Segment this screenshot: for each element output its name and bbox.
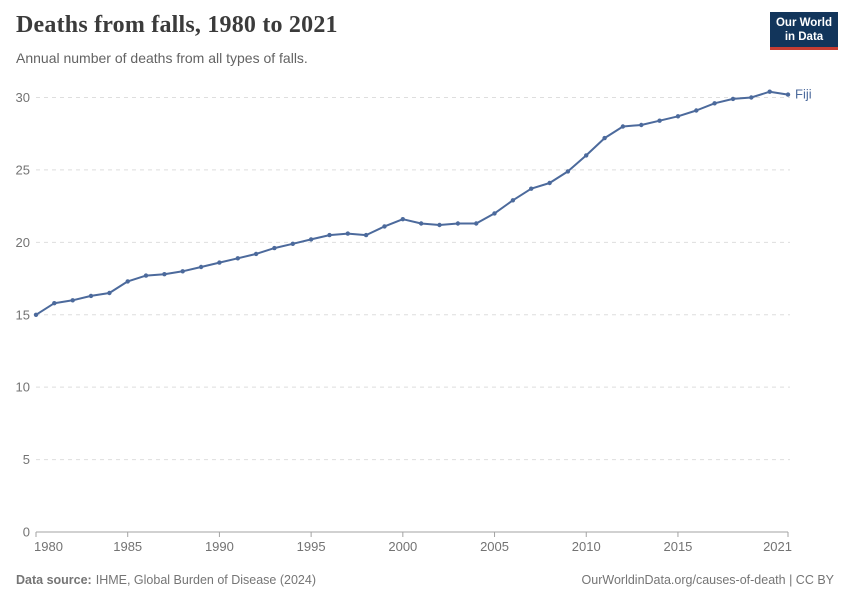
data-point: [180, 269, 185, 274]
x-tick-label: 2010: [572, 539, 601, 554]
data-point: [730, 96, 736, 102]
series-points-fiji: [33, 89, 791, 317]
data-point: [785, 92, 791, 97]
y-tick-label: 30: [16, 90, 30, 105]
data-point: [620, 124, 626, 129]
data-point: [107, 290, 112, 296]
data-point: [547, 180, 552, 186]
owid-logo[interactable]: Our World in Data: [770, 12, 838, 50]
series-label-fiji[interactable]: Fiji: [795, 87, 812, 102]
x-tick-label: 2000: [388, 539, 417, 554]
data-point: [327, 232, 332, 238]
y-axis-labels: 0 5 10 15 20 25 30: [16, 90, 30, 540]
data-point: [712, 101, 717, 106]
data-point: [363, 232, 369, 238]
data-point: [52, 301, 57, 306]
x-tick-label: 1990: [205, 539, 234, 554]
x-tick-label: 1995: [297, 539, 326, 554]
data-point: [639, 122, 644, 128]
data-point: [437, 222, 442, 228]
y-gridlines: [36, 97, 790, 461]
data-point: [198, 264, 204, 270]
data-point: [290, 241, 295, 246]
data-point: [162, 272, 167, 277]
data-point: [272, 245, 277, 251]
data-point: [565, 169, 571, 174]
data-point: [400, 217, 405, 222]
data-point: [253, 251, 259, 257]
data-point: [382, 224, 387, 229]
owid-logo-line1: Our World: [775, 17, 832, 29]
data-source-note: Data source: IHME, Global Burden of Disea…: [16, 573, 316, 587]
x-axis-ticks: [35, 532, 789, 537]
data-point: [510, 198, 516, 203]
data-source-value: IHME, Global Burden of Disease (2024): [95, 573, 316, 587]
data-point: [602, 135, 607, 141]
page-title: Deaths from falls, 1980 to 2021: [16, 12, 338, 38]
x-tick-label: 2005: [480, 539, 509, 554]
data-point: [657, 118, 662, 123]
x-tick-label: 2015: [663, 539, 692, 554]
y-tick-label: 20: [16, 235, 30, 250]
data-point: [143, 273, 149, 278]
x-tick-label: 2021: [763, 539, 792, 554]
data-point: [235, 256, 240, 261]
data-point: [474, 221, 479, 226]
data-point: [675, 114, 681, 119]
data-point: [88, 293, 94, 299]
owid-logo-line2: in Data: [784, 31, 824, 43]
y-tick-label: 15: [16, 307, 30, 322]
y-tick-label: 5: [23, 452, 30, 467]
chart-footer: Data source: IHME, Global Burden of Disea…: [16, 573, 834, 587]
data-point: [33, 312, 39, 317]
y-tick-label: 25: [16, 162, 30, 177]
data-point: [419, 221, 424, 226]
data-point: [492, 211, 497, 216]
y-tick-label: 0: [23, 525, 30, 540]
data-point: [308, 237, 314, 242]
x-axis-labels: 1980 1985 1990 1995 2000 2005 2010 2015 2021: [34, 539, 792, 554]
x-tick-label: 1980: [34, 539, 63, 554]
data-point: [584, 153, 589, 158]
data-point: [217, 260, 222, 265]
data-point: [70, 298, 75, 303]
data-point: [529, 186, 534, 191]
footer-credit: OurWorldinData.org/causes-of-death | CC …: [582, 573, 834, 587]
data-point: [345, 231, 350, 236]
footer-separator: |: [785, 573, 796, 587]
series-line-fiji: [35, 90, 789, 316]
footer-license: CC BY: [795, 573, 834, 587]
data-point: [125, 279, 130, 284]
data-point: [455, 221, 461, 226]
x-tick-label: 1985: [113, 539, 142, 554]
data-source-label: Data source:: [16, 573, 92, 587]
data-point: [694, 108, 699, 113]
data-point: [767, 89, 772, 94]
y-tick-label: 10: [16, 380, 30, 395]
chart-subtitle: Annual number of deaths from all types o…: [16, 50, 308, 66]
data-point: [749, 95, 754, 100]
footer-url[interactable]: OurWorldinData.org/causes-of-death: [581, 573, 786, 587]
